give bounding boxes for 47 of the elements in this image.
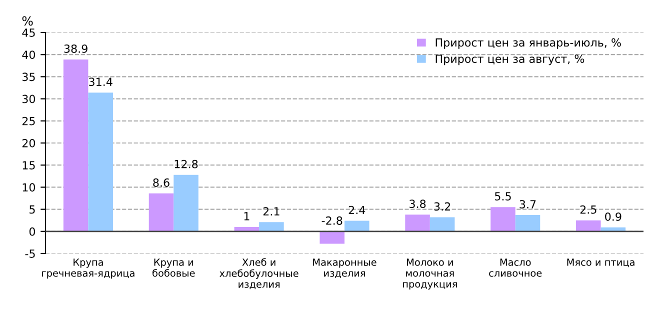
bar xyxy=(174,174,198,232)
x-tick-label: Хлеб и хлебобулочные изделия xyxy=(220,258,298,290)
x-tick-label: Крупа гречневая-ядрица xyxy=(42,258,134,279)
data-label: 3.2 xyxy=(434,202,450,211)
y-tick-label: 45 xyxy=(22,28,35,37)
y-tick-label: 5 xyxy=(30,205,35,214)
bar xyxy=(148,193,174,232)
bar xyxy=(405,214,430,232)
x-tick-label: Молоко и молочная продукция xyxy=(403,258,457,290)
x-tick-label: Макаронные изделия xyxy=(313,258,376,278)
data-label: 31.4 xyxy=(89,78,112,86)
bar xyxy=(88,92,113,232)
y-tick-label: 30 xyxy=(22,94,36,104)
data-label: 5.5 xyxy=(494,192,511,201)
data-label: 2.5 xyxy=(580,205,596,214)
data-label: 8.6 xyxy=(153,178,170,187)
bar xyxy=(320,231,344,244)
y-tick-label: 15 xyxy=(22,161,35,170)
data-label: 38.9 xyxy=(64,44,88,53)
y-tick-label: -5 xyxy=(25,250,35,258)
data-label: 12.8 xyxy=(174,160,198,168)
data-label: 2.1 xyxy=(263,207,280,216)
y-tick-label: 25 xyxy=(22,116,35,126)
bar xyxy=(515,215,540,232)
y-tick-label: 0 xyxy=(29,227,36,236)
data-label: -2.8 xyxy=(322,216,342,225)
y-tick-label: 10 xyxy=(22,183,36,192)
y-tick-label: 35 xyxy=(22,72,35,82)
bar xyxy=(63,59,88,232)
data-label: 3.8 xyxy=(410,200,426,208)
bar xyxy=(430,217,455,232)
x-tick-label: Масло сливочное xyxy=(489,258,542,277)
data-label: 3.7 xyxy=(520,200,536,208)
bar xyxy=(490,207,516,232)
y-axis-title: % xyxy=(22,16,33,26)
x-tick-label: Крупа и бобовые xyxy=(152,258,195,277)
bar xyxy=(259,222,284,232)
data-label: 0.9 xyxy=(605,212,622,221)
x-tick-label: Мясо и птица xyxy=(567,258,634,268)
bar xyxy=(576,220,601,232)
data-label: 1 xyxy=(244,212,250,220)
y-tick-label: 20 xyxy=(22,138,36,148)
data-label: 2.4 xyxy=(348,206,366,214)
legend-label: Прирост цен за январь-июль, % xyxy=(436,38,621,49)
y-tick-label: 40 xyxy=(22,50,36,59)
bar xyxy=(344,220,370,232)
legend-label: Прирост цен за август, % xyxy=(436,54,584,66)
